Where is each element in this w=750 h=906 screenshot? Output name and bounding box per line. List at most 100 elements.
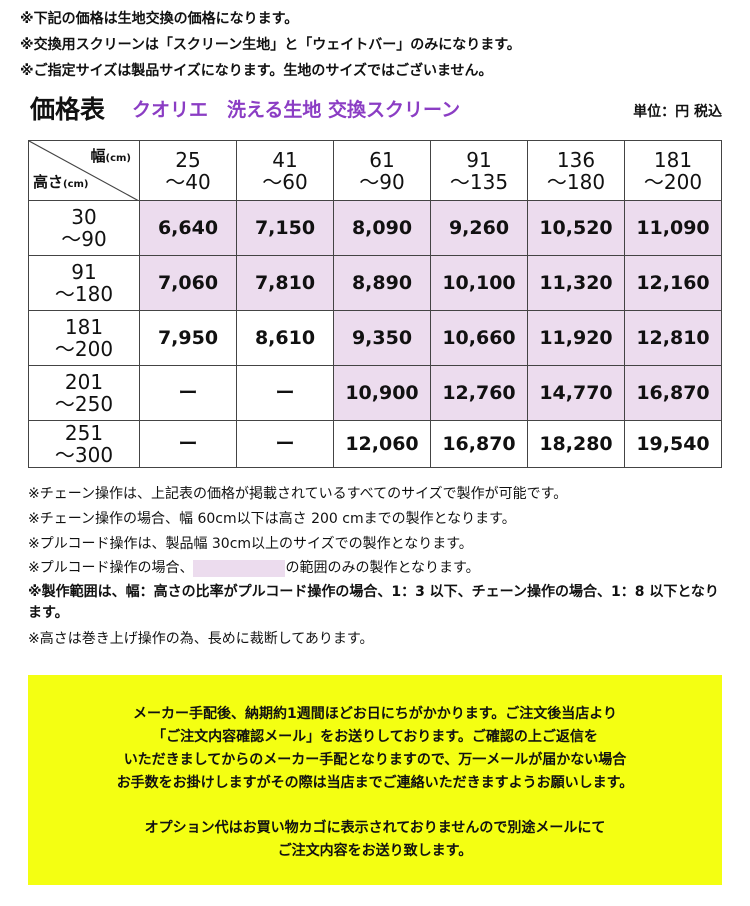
price-cell: 8,610 bbox=[236, 310, 334, 366]
line: 25 bbox=[175, 147, 201, 172]
price-cell: 16,870 bbox=[624, 365, 722, 421]
unit: (cm) bbox=[63, 179, 89, 190]
price-cell: 11,320 bbox=[527, 255, 625, 311]
price-cell: 7,060 bbox=[139, 255, 237, 311]
footnote: ※プルコード操作の場合、 の範囲のみの製作となります。 bbox=[28, 557, 480, 577]
price-table: 幅(cm) 高さ(cm) 25 ～40 41 ～60 61 ～90 91 ～135 136 ～180 1… bbox=[28, 140, 722, 468]
price-cell: 10,660 bbox=[430, 310, 528, 366]
footnote: ※高さは巻き上げ操作の為、長めに裁断してあります。 bbox=[28, 631, 374, 647]
row-header: 251 ～300 bbox=[28, 420, 140, 468]
price-cell: 12,760 bbox=[430, 365, 528, 421]
line: ～180 bbox=[54, 282, 114, 306]
row-header: 181 ～200 bbox=[28, 310, 140, 366]
line: 201 bbox=[64, 370, 104, 394]
row: 91 ～180 7,060 7,810 8,890 10,100 11,320 12,160 bbox=[28, 255, 722, 311]
footnote-text: ※プルコード操作の場合、 bbox=[28, 560, 194, 576]
notice-line: お手数をお掛けしますがその際は当店までご連絡いただきますようお願いします。 bbox=[116, 775, 634, 791]
row-header: 201 ～250 bbox=[28, 365, 140, 421]
row: 181 ～200 7,950 8,610 9,350 10,660 11,920 12,810 bbox=[28, 310, 722, 366]
price-cell: 12,810 bbox=[624, 310, 722, 366]
notice-line: 「ご注文内容確認メール」をお送りしております。ご確認の上ご返信を bbox=[152, 729, 598, 745]
notice-line: オプション代はお買い物カゴに表示されておりませんので別途メールにて bbox=[144, 820, 606, 836]
paragraph: メーカー手配後、納期約1週間ほどお日にちがかかります。ご注文後当店より 「ご注文内… bbox=[28, 703, 722, 795]
notice-line: メーカー手配後、納期約1週間ほどお日にちがかかります。ご注文後当店より bbox=[132, 706, 618, 722]
line: ～90 bbox=[359, 169, 405, 194]
line: ～135 bbox=[449, 169, 509, 194]
note: ※交換用スクリーンは「スクリーン生地」と「ウェイトバー」のみになります。 bbox=[20, 37, 521, 53]
notice-text: メーカー手配後、納期約1週間ほどお日にちがかかります。ご注文後当店より 「ご注文内… bbox=[28, 675, 722, 863]
price-cell: 8,090 bbox=[333, 200, 431, 256]
line: ～300 bbox=[54, 443, 114, 467]
column-header: 136 ～180 bbox=[527, 140, 625, 201]
price-cell: 16,870 bbox=[430, 420, 528, 468]
price-cell: 7,810 bbox=[236, 255, 334, 311]
line: 91 bbox=[71, 260, 97, 284]
corner-cell: 幅(cm) 高さ(cm) bbox=[28, 140, 140, 201]
line: 181 bbox=[653, 147, 693, 172]
subtitle: クオリエ 洗える生地 交換スクリーン bbox=[132, 99, 461, 121]
price-cell: 7,950 bbox=[139, 310, 237, 366]
notice-line: ご注文内容をお送り致します。 bbox=[277, 843, 473, 859]
row: 201 ～250 ーー 10,900 12,760 14,770 16,870 bbox=[28, 365, 722, 421]
footnote: ※プルコード操作は、製品幅 30cm以上のサイズでの製作となります。 bbox=[28, 536, 473, 552]
price-cell: 11,090 bbox=[624, 200, 722, 256]
line: 41 bbox=[272, 147, 298, 172]
line: 181 bbox=[64, 315, 104, 339]
column-header: 61 ～90 bbox=[333, 140, 431, 201]
label: 幅 bbox=[90, 147, 106, 165]
price-cell: ー bbox=[236, 420, 334, 468]
line: ～200 bbox=[54, 337, 114, 361]
column-header: 41 ～60 bbox=[236, 140, 334, 201]
price-cell: 14,770 bbox=[527, 365, 625, 421]
paragraph: オプション代はお買い物カゴに表示されておりませんので別途メールにて ご注文内容をお… bbox=[28, 817, 722, 863]
footnote: ※チェーン操作の場合、幅 60cm以下は高さ 200 cmまでの製作となります。 bbox=[28, 511, 516, 527]
price-cell: 9,260 bbox=[430, 200, 528, 256]
price-cell: 10,900 bbox=[333, 365, 431, 421]
column-header: 181 ～200 bbox=[624, 140, 722, 201]
line: 136 bbox=[556, 147, 596, 172]
corner-height: 高さ(cm) bbox=[33, 171, 89, 196]
price-cell: ー bbox=[236, 365, 334, 421]
price-cell: 11,920 bbox=[527, 310, 625, 366]
price-cell: 10,100 bbox=[430, 255, 528, 311]
price-cell: 6,640 bbox=[139, 200, 237, 256]
line: 251 bbox=[64, 421, 104, 445]
price-cell: 9,350 bbox=[333, 310, 431, 366]
column-header: 91 ～135 bbox=[430, 140, 528, 201]
row-header: 91 ～180 bbox=[28, 255, 140, 311]
notice-box: メーカー手配後、納期約1週間ほどお日にちがかかります。ご注文後当店より 「ご注文内… bbox=[28, 675, 722, 885]
unit: 単位：円 税込 bbox=[633, 104, 722, 120]
price-cell: 19,540 bbox=[624, 420, 722, 468]
line: 91 bbox=[466, 147, 492, 172]
note: ※下記の価格は生地交換の価格になります。 bbox=[20, 11, 299, 27]
line: ～60 bbox=[262, 169, 308, 194]
price-cell: 10,520 bbox=[527, 200, 625, 256]
price-cell: 8,890 bbox=[333, 255, 431, 311]
price-cell: 12,060 bbox=[333, 420, 431, 468]
line: 61 bbox=[369, 147, 395, 172]
price-cell: ー bbox=[139, 365, 237, 421]
price-cell: ー bbox=[139, 420, 237, 468]
column-header: 25 ～40 bbox=[139, 140, 237, 201]
corner-width: 幅(cm) bbox=[90, 145, 131, 170]
diagonal bbox=[29, 141, 139, 201]
footnote: ※チェーン操作は、上記表の価格が掲載されているすべてのサイズで製作が可能です。 bbox=[28, 486, 568, 502]
line: ～200 bbox=[643, 169, 703, 194]
line: 30 bbox=[71, 205, 97, 229]
title: 価格表 bbox=[30, 95, 106, 124]
price-cell: 7,150 bbox=[236, 200, 334, 256]
row: 30 ～90 6,640 7,150 8,090 9,260 10,520 11,090 bbox=[28, 200, 722, 256]
footnote: ※製作範囲は、幅：高さの比率がプルコード操作の場合、1：3 以下、チェーン操作の… bbox=[28, 584, 719, 621]
unit: (cm) bbox=[105, 153, 132, 164]
row: 251 ～300 ーー 12,060 16,870 18,280 19,540 bbox=[28, 420, 722, 468]
header-row: 幅(cm) 高さ(cm) 25 ～40 41 ～60 61 ～90 91 ～135 136 ～180 1… bbox=[28, 140, 722, 201]
row-header: 30 ～90 bbox=[28, 200, 140, 256]
swatch bbox=[193, 559, 286, 577]
label: 高さ bbox=[33, 173, 64, 191]
note: ※ご指定サイズは製品サイズになります。生地のサイズではございません。 bbox=[20, 63, 493, 79]
line: ～40 bbox=[165, 169, 211, 194]
notice-line: いただきましてからのメーカー手配となりますので、万一メールが届かない場合 bbox=[123, 752, 627, 768]
price-cell: 18,280 bbox=[527, 420, 625, 468]
